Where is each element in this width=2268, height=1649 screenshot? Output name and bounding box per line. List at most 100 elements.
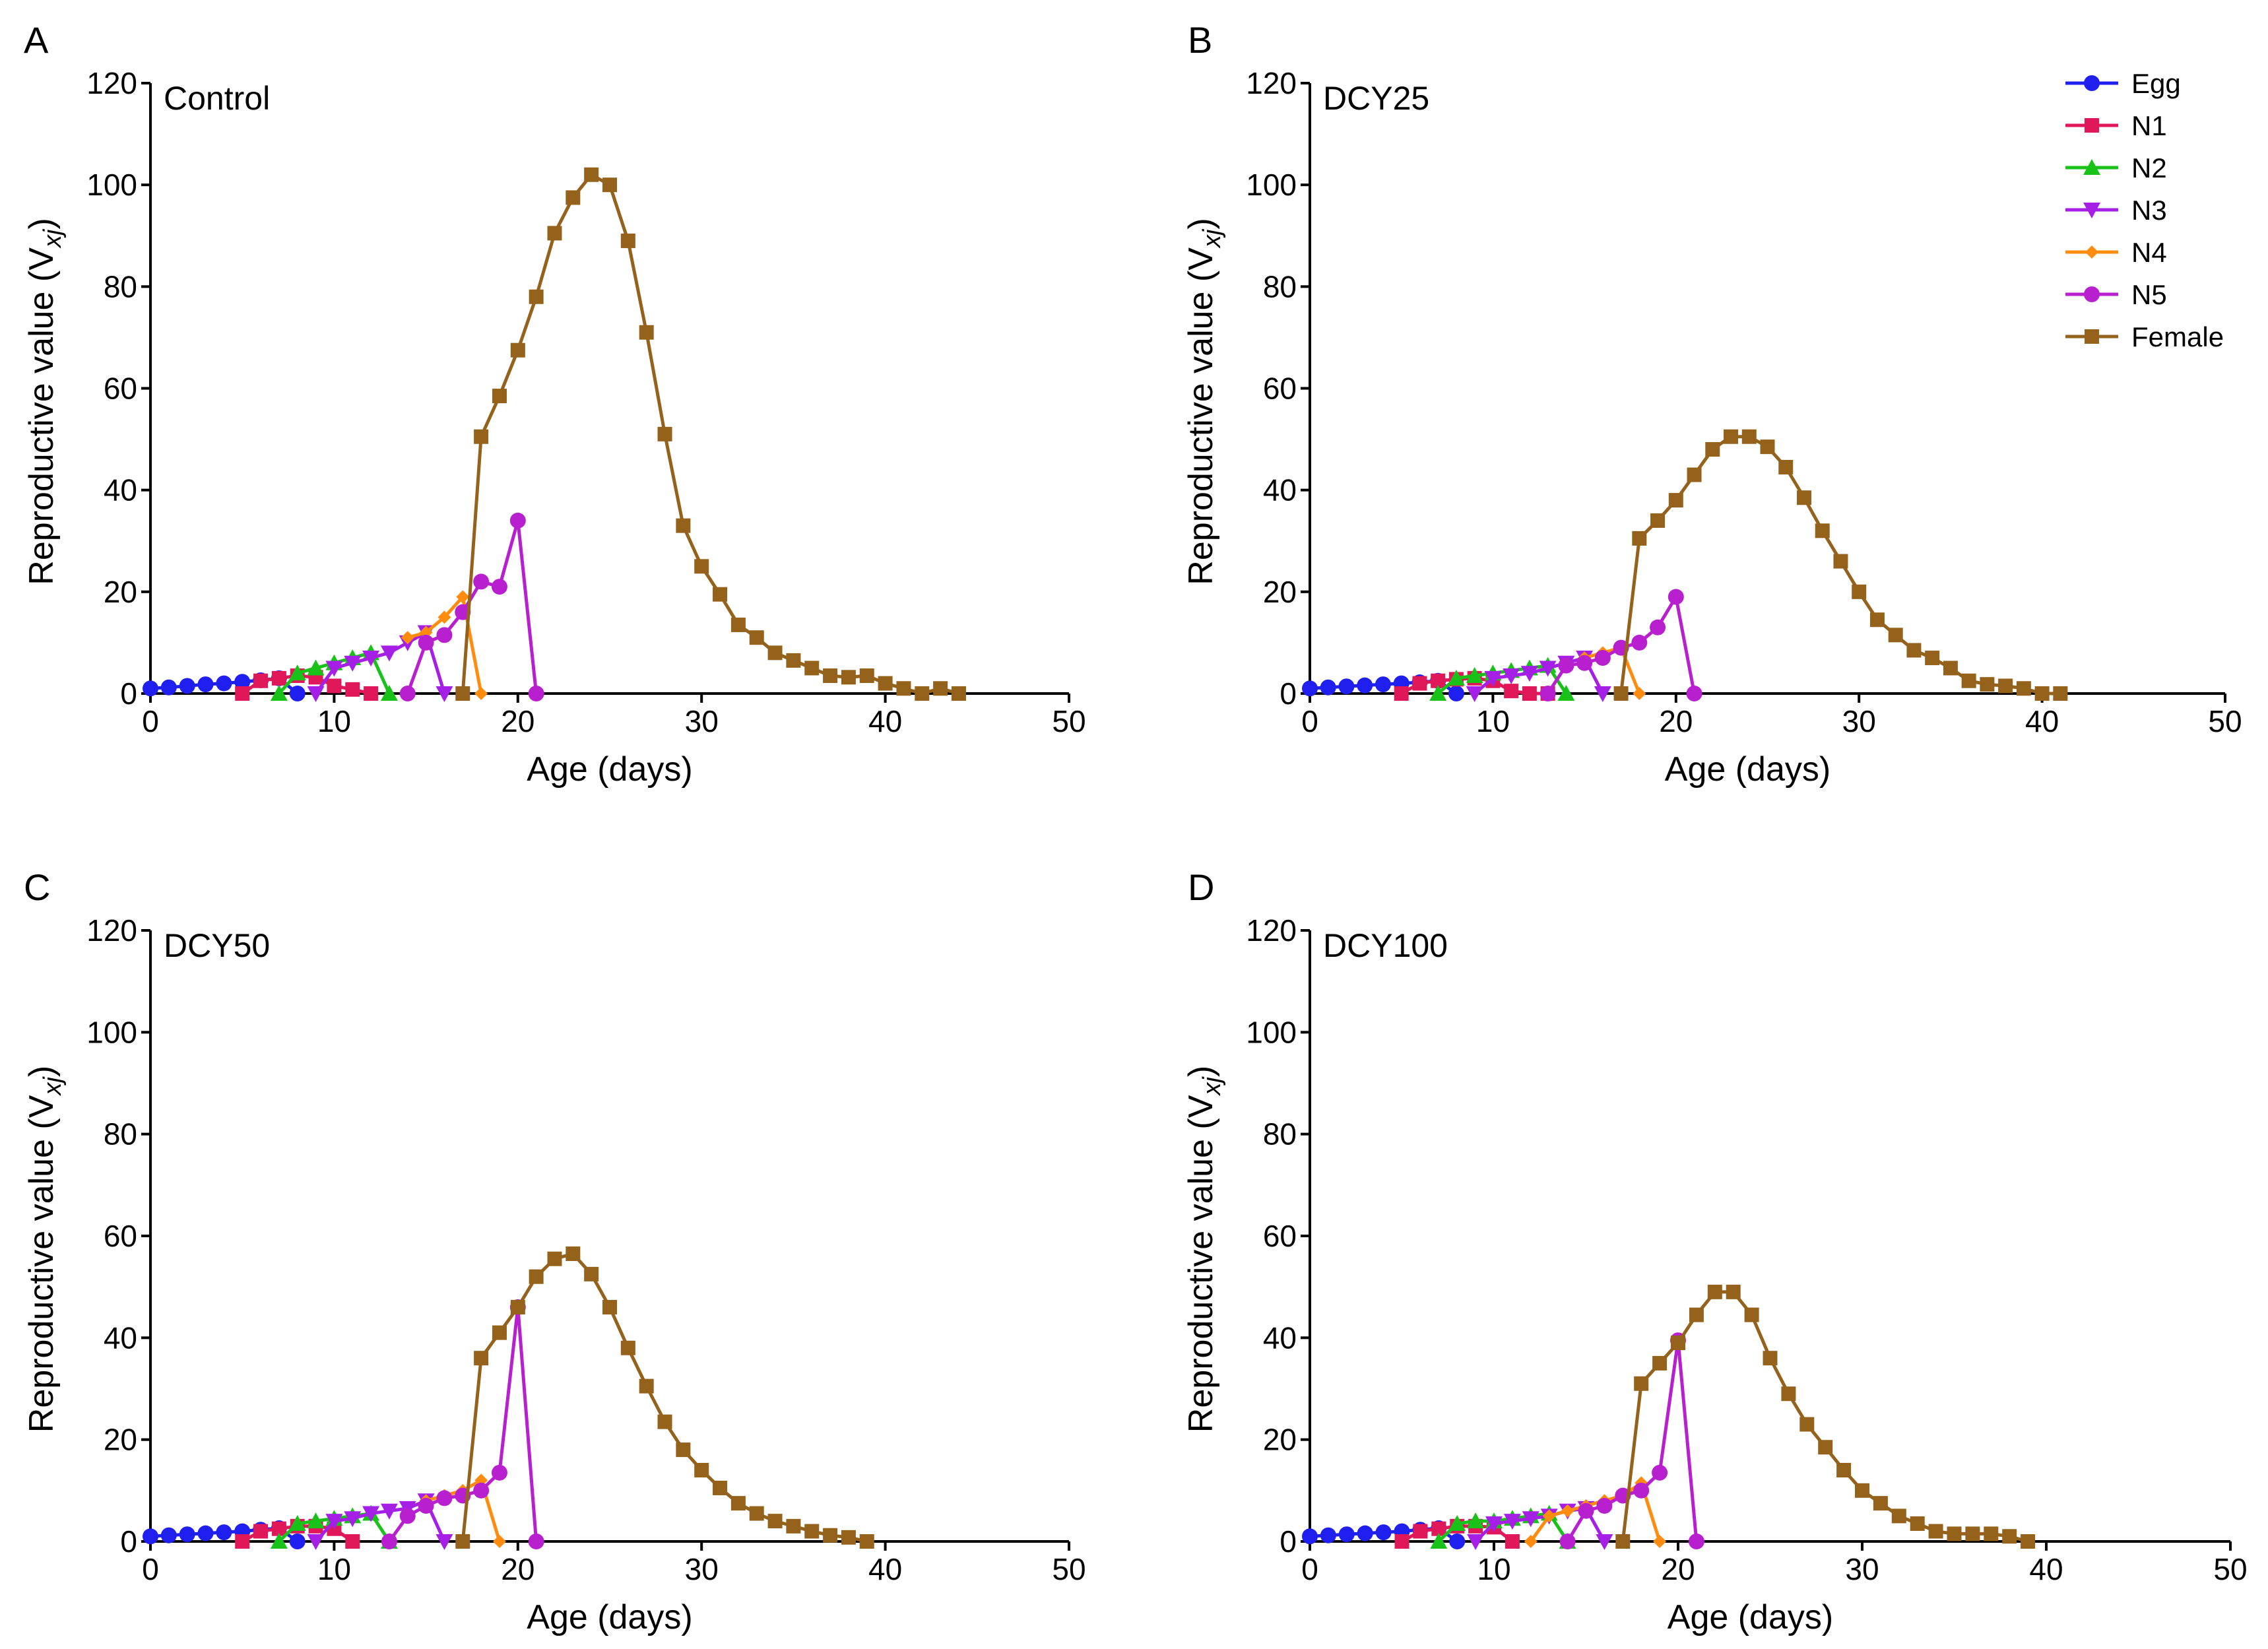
legend-swatch-marker bbox=[2085, 118, 2099, 133]
data-point-female bbox=[933, 681, 948, 696]
data-point-female bbox=[804, 1524, 820, 1539]
data-point-n5 bbox=[1686, 686, 1702, 701]
x-tick-label: 10 bbox=[317, 1552, 351, 1586]
y-axis-title: Reproductive value (Vxj) bbox=[1182, 218, 1226, 585]
panel-a: A Control 0 20 40 60 80 100 120 0 10 20 30 40 50 Age (d… bbox=[22, 19, 1086, 789]
data-point-n2 bbox=[1448, 1514, 1466, 1531]
data-point-n1 bbox=[271, 1521, 286, 1536]
data-point-egg bbox=[1357, 677, 1373, 694]
data-point-n1 bbox=[1431, 673, 1446, 688]
data-point-female bbox=[1799, 1417, 1815, 1432]
data-point-female bbox=[510, 1300, 525, 1315]
data-point-n3 bbox=[380, 645, 398, 662]
data-point-n1 bbox=[1394, 686, 1409, 701]
x-tick-label: 0 bbox=[1301, 1552, 1318, 1586]
data-point-n1 bbox=[253, 673, 269, 688]
x-axis-title: Age (days) bbox=[527, 1598, 692, 1636]
data-point-n2 bbox=[307, 659, 325, 676]
data-point-female bbox=[1888, 628, 1903, 643]
data-point-n5 bbox=[1668, 589, 1684, 605]
data-point-female bbox=[1891, 1508, 1906, 1524]
data-point-female bbox=[566, 190, 581, 205]
data-point-female bbox=[1652, 1355, 1668, 1371]
data-point-female bbox=[1925, 651, 1940, 666]
data-point-egg bbox=[1302, 1528, 1318, 1545]
data-point-female bbox=[1998, 678, 2013, 694]
y-tick-label: 20 bbox=[1263, 1423, 1297, 1457]
data-point-n5 bbox=[528, 686, 544, 701]
y-axis-title-subscript: xj bbox=[39, 228, 67, 249]
y-axis-title-close: ) bbox=[22, 218, 61, 229]
data-point-female bbox=[1781, 1386, 1796, 1402]
data-point-female bbox=[1744, 1307, 1759, 1322]
data-point-n5 bbox=[1596, 1497, 1613, 1514]
data-point-female bbox=[455, 686, 470, 701]
data-point-female bbox=[602, 1300, 617, 1315]
data-point-n3 bbox=[1484, 670, 1502, 687]
data-point-n2 bbox=[307, 1512, 325, 1529]
legend-entry-n2: N2 bbox=[2065, 152, 2167, 183]
series-n5 bbox=[1539, 589, 1702, 701]
y-axis-title-main: Reproductive value (V bbox=[1182, 247, 1220, 585]
condition-label: DCY100 bbox=[1323, 927, 1448, 964]
x-tick-label: 50 bbox=[1052, 704, 1085, 738]
data-point-female bbox=[474, 429, 489, 444]
data-point-female bbox=[730, 1496, 746, 1511]
data-point-female bbox=[1796, 490, 1811, 505]
data-point-n4 bbox=[1633, 687, 1646, 700]
x-tick-label: 40 bbox=[868, 1552, 902, 1586]
data-point-egg bbox=[1448, 686, 1464, 701]
data-point-n5 bbox=[491, 579, 507, 595]
legend-label: N3 bbox=[2131, 195, 2167, 226]
data-point-female bbox=[1906, 643, 1922, 658]
data-point-female bbox=[639, 1378, 654, 1394]
x-tick-label: 50 bbox=[1052, 1552, 1085, 1586]
data-point-female bbox=[620, 1340, 635, 1355]
y-tick-label: 0 bbox=[1280, 676, 1297, 711]
data-point-n5 bbox=[1558, 657, 1574, 674]
panel-letter: B bbox=[1188, 19, 1212, 61]
data-point-n2 bbox=[1429, 685, 1447, 701]
y-tick-label: 20 bbox=[104, 575, 137, 609]
data-point-female bbox=[749, 1506, 764, 1521]
y-axis-title-subscript: xj bbox=[1198, 1076, 1226, 1097]
data-point-n1 bbox=[1505, 1534, 1520, 1549]
data-point-n5 bbox=[1633, 1482, 1650, 1499]
data-point-female bbox=[657, 426, 672, 441]
data-point-female bbox=[1961, 673, 1976, 688]
data-point-n3 bbox=[1466, 686, 1483, 702]
data-point-female bbox=[1741, 429, 1757, 444]
x-axis-title: Age (days) bbox=[527, 750, 692, 789]
data-point-n3 bbox=[307, 1534, 325, 1550]
data-point-n2 bbox=[1447, 669, 1465, 686]
data-point-female bbox=[1815, 523, 1830, 538]
data-point-female bbox=[547, 1251, 562, 1266]
data-point-female bbox=[1668, 493, 1683, 508]
data-point-female bbox=[1818, 1440, 1833, 1455]
data-point-n5 bbox=[436, 1490, 453, 1506]
condition-label: Control bbox=[164, 80, 270, 117]
data-point-female bbox=[823, 1528, 838, 1543]
data-point-female bbox=[1707, 1284, 1722, 1299]
data-point-female bbox=[1689, 1307, 1704, 1322]
y-tick-label: 60 bbox=[1263, 372, 1297, 406]
data-point-female bbox=[1615, 1534, 1631, 1549]
data-point-n3 bbox=[436, 1534, 453, 1550]
data-point-n5 bbox=[1594, 650, 1611, 666]
legend-swatch-marker bbox=[2083, 203, 2100, 218]
data-point-n4 bbox=[1561, 1504, 1574, 1518]
data-point-female bbox=[529, 289, 544, 304]
legend-swatch-marker bbox=[2083, 159, 2100, 175]
data-point-egg bbox=[289, 686, 306, 701]
data-point-n5 bbox=[473, 1482, 490, 1499]
data-point-female bbox=[1705, 442, 1720, 457]
data-point-n1 bbox=[345, 1534, 360, 1549]
x-tick-label: 30 bbox=[685, 704, 719, 738]
data-point-n2 bbox=[270, 685, 288, 701]
data-point-n5 bbox=[1559, 1534, 1576, 1549]
y-tick-label: 40 bbox=[1263, 1320, 1297, 1355]
y-tick-label: 0 bbox=[120, 1524, 137, 1559]
data-point-female bbox=[694, 559, 709, 574]
data-point-female bbox=[676, 1442, 691, 1458]
data-point-egg bbox=[1357, 1525, 1373, 1541]
